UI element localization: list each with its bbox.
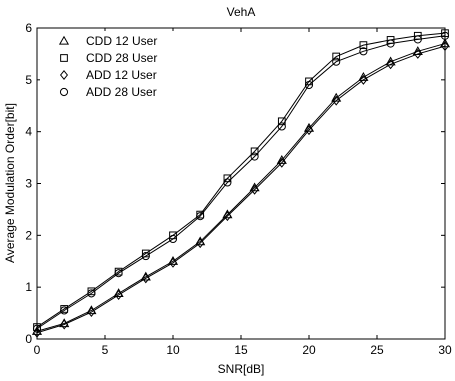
square-marker [60,54,68,62]
triangle-marker [439,38,451,48]
circle-marker [114,269,123,278]
circle-marker [413,35,422,44]
diamond-marker [59,69,69,81]
circle-marker [141,251,150,261]
triangle-marker [412,46,423,55]
y-tick-label: 6 [25,21,32,35]
series-layer [31,29,451,338]
triangle-marker [58,35,70,45]
legend-label: CDD 28 User [86,51,157,65]
legend-item: CDD 28 User [60,51,157,65]
y-tick-label: 5 [25,73,32,87]
series-circle [32,31,450,333]
axis-ticks: 0 5 10 15 20 25 30 0 1 2 3 4 5 6 [25,21,452,357]
square-marker [223,174,232,183]
legend-label: ADD 28 User [86,85,157,99]
circle-marker [386,39,395,48]
diamond-marker [413,48,422,59]
circle-marker [223,178,232,187]
circle-marker [32,324,42,333]
series-line [36,43,446,332]
diamond-marker [223,211,232,222]
circle-marker [332,57,341,66]
diamond-marker [250,184,259,195]
x-tick-label: 25 [370,343,384,357]
circle-marker [60,306,69,315]
square-marker [359,41,368,49]
diamond-marker [60,319,69,330]
y-tick-label: 0 [25,332,32,346]
x-axis-label: SNR[dB] [218,362,265,376]
x-tick-label: 20 [302,343,316,357]
diamond-marker [87,307,96,318]
square-marker [250,147,259,156]
series-line [36,45,446,334]
diamond-marker [440,41,450,52]
x-tick-label: 10 [166,343,180,357]
diamond-marker [114,289,123,300]
y-tick-label: 4 [25,125,32,139]
legend-item: CDD 12 User [58,34,157,48]
diamond-marker [168,257,178,268]
x-tick-label: 5 [102,343,109,357]
circle-marker [304,80,314,90]
legend-box [40,31,175,101]
legend-label: CDD 12 User [86,34,157,48]
legend-item: ADD 12 User [59,68,157,82]
circle-marker [87,289,96,298]
circle-marker [168,234,178,244]
series-line [36,35,446,330]
circle-marker [59,87,69,97]
square-marker [332,52,341,61]
circle-marker [196,212,205,221]
circle-marker [250,152,259,161]
x-tick-label: 30 [438,343,452,357]
diamond-marker [277,157,286,168]
diamond-marker [359,74,368,85]
legend: CDD 12 User CDD 28 User ADD 12 User ADD 28 … [40,31,175,101]
legend-label: ADD 12 User [86,68,157,82]
y-tick-label: 3 [25,177,32,191]
y-tick-label: 1 [25,280,32,294]
chart-title: VehA [227,5,256,19]
legend-item: ADD 28 User [59,85,157,99]
square-marker [441,29,449,38]
x-tick-label: 15 [234,343,248,357]
series-line [36,32,446,328]
circle-marker [359,47,368,56]
diamond-marker [141,273,150,284]
diamond-marker [386,59,395,70]
diamond-marker [332,95,341,106]
diamond-marker [196,238,205,249]
y-axis-label: Average Modulation Order[bit] [3,103,17,263]
circle-marker [277,122,286,131]
x-tick-label: 0 [34,343,41,357]
circle-marker [440,31,450,40]
y-tick-label: 2 [25,228,32,242]
diamond-marker [304,125,314,136]
